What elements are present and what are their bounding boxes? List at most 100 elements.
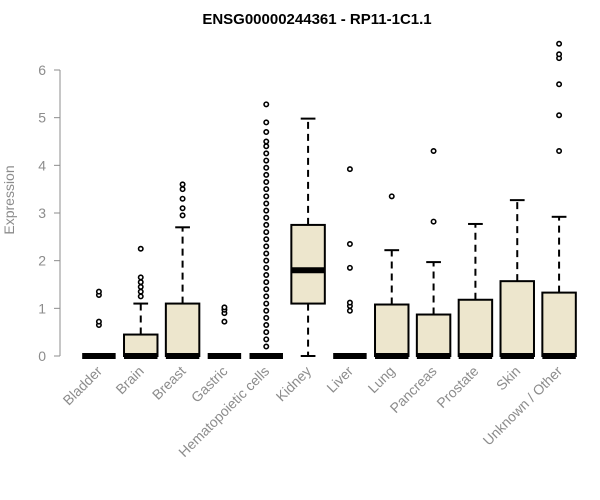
outlier-point xyxy=(263,171,270,178)
box-body xyxy=(499,280,535,357)
outlier-point xyxy=(263,329,270,336)
outlier-point xyxy=(95,318,102,325)
box-lung xyxy=(374,193,410,359)
outlier-point xyxy=(179,205,186,212)
outlier-point xyxy=(137,245,144,252)
outlier-point xyxy=(263,200,270,207)
outlier-point xyxy=(263,150,270,157)
outlier-point xyxy=(263,143,270,150)
outlier-point xyxy=(263,271,270,278)
outlier-point xyxy=(263,179,270,186)
x-tick-label: Prostate xyxy=(433,363,481,411)
outlier-point xyxy=(263,293,270,300)
x-tick-label: Unknown / Other xyxy=(480,363,566,449)
x-tick-label: Brain xyxy=(112,363,146,397)
outlier-point xyxy=(263,164,270,171)
box-breast xyxy=(164,181,201,359)
x-tick-label: Breast xyxy=(149,363,189,403)
y-tick-label: 5 xyxy=(38,110,46,126)
y-tick-label: 3 xyxy=(38,205,46,221)
outlier-point xyxy=(263,229,270,236)
outlier-point xyxy=(346,264,353,271)
outlier-point xyxy=(263,193,270,200)
box-liver xyxy=(333,166,367,359)
box-body xyxy=(164,302,201,358)
outlier-point xyxy=(263,300,270,307)
outlier-point xyxy=(263,307,270,314)
box-pancreas xyxy=(415,148,452,359)
outlier-point xyxy=(263,221,270,228)
box-brain xyxy=(123,245,159,359)
x-tick-label: Skin xyxy=(493,363,524,394)
x-tick-label: Lung xyxy=(365,363,398,396)
outlier-point xyxy=(346,166,353,173)
y-tick-label: 6 xyxy=(38,62,46,78)
outlier-point xyxy=(263,336,270,343)
box-bladder xyxy=(82,288,116,359)
outlier-point xyxy=(430,148,437,155)
outlier-point xyxy=(263,101,270,108)
box-group xyxy=(82,40,577,359)
outlier-point xyxy=(263,186,270,193)
outlier-point xyxy=(263,214,270,221)
outlier-point xyxy=(263,243,270,250)
outlier-point xyxy=(346,299,353,306)
box-hematopoietic-cells xyxy=(249,101,283,359)
outlier-point xyxy=(556,148,563,155)
outlier-point xyxy=(556,81,563,88)
outlier-point xyxy=(221,318,228,325)
box-body xyxy=(123,333,159,357)
outlier-point xyxy=(346,240,353,247)
outlier-point xyxy=(263,264,270,271)
outlier-point xyxy=(137,288,144,295)
outlier-point xyxy=(137,274,144,281)
x-tick-label: Kidney xyxy=(273,363,315,405)
outlier-point xyxy=(137,293,144,300)
chart-title: ENSG00000244361 - RP11-1C1.1 xyxy=(202,11,431,28)
box-kidney xyxy=(290,117,326,357)
outlier-point xyxy=(137,283,144,290)
outlier-point xyxy=(263,279,270,286)
outlier-point xyxy=(263,128,270,135)
outlier-point xyxy=(388,193,395,200)
x-tick-label: Bladder xyxy=(60,363,106,409)
outlier-point xyxy=(95,288,102,295)
outlier-point xyxy=(137,279,144,286)
outlier-point xyxy=(556,51,563,58)
outlier-point xyxy=(179,186,186,193)
y-tick-label: 2 xyxy=(38,253,46,269)
outlier-point xyxy=(556,112,563,119)
outlier-point xyxy=(263,207,270,214)
outlier-point xyxy=(430,218,437,225)
outlier-point xyxy=(263,236,270,243)
box-prostate xyxy=(457,222,494,359)
y-tick-label: 1 xyxy=(38,300,46,316)
outlier-point xyxy=(263,257,270,264)
x-tick-label: Pancreas xyxy=(387,363,440,416)
outlier-point xyxy=(263,250,270,257)
outlier-point xyxy=(179,212,186,219)
box-body xyxy=(374,303,410,357)
outlier-point xyxy=(263,314,270,321)
outlier-point xyxy=(263,343,270,350)
box-body xyxy=(290,223,326,305)
outlier-point xyxy=(263,119,270,126)
y-axis-label: Expression xyxy=(1,165,17,234)
box-body xyxy=(541,291,577,357)
box-body xyxy=(415,313,452,357)
box-gastric xyxy=(207,304,242,359)
box-unknown-other xyxy=(541,40,577,359)
outlier-point xyxy=(263,157,270,164)
outlier-point xyxy=(179,181,186,188)
outlier-point xyxy=(346,307,353,314)
y-axis: 0 1 2 3 4 5 6 xyxy=(38,62,61,364)
box-skin xyxy=(499,199,535,359)
box-body xyxy=(457,298,494,357)
y-tick-label: 4 xyxy=(38,157,46,173)
y-tick-label: 0 xyxy=(38,348,46,364)
outlier-point xyxy=(179,195,186,202)
outlier-point xyxy=(263,322,270,329)
outlier-point xyxy=(263,286,270,293)
